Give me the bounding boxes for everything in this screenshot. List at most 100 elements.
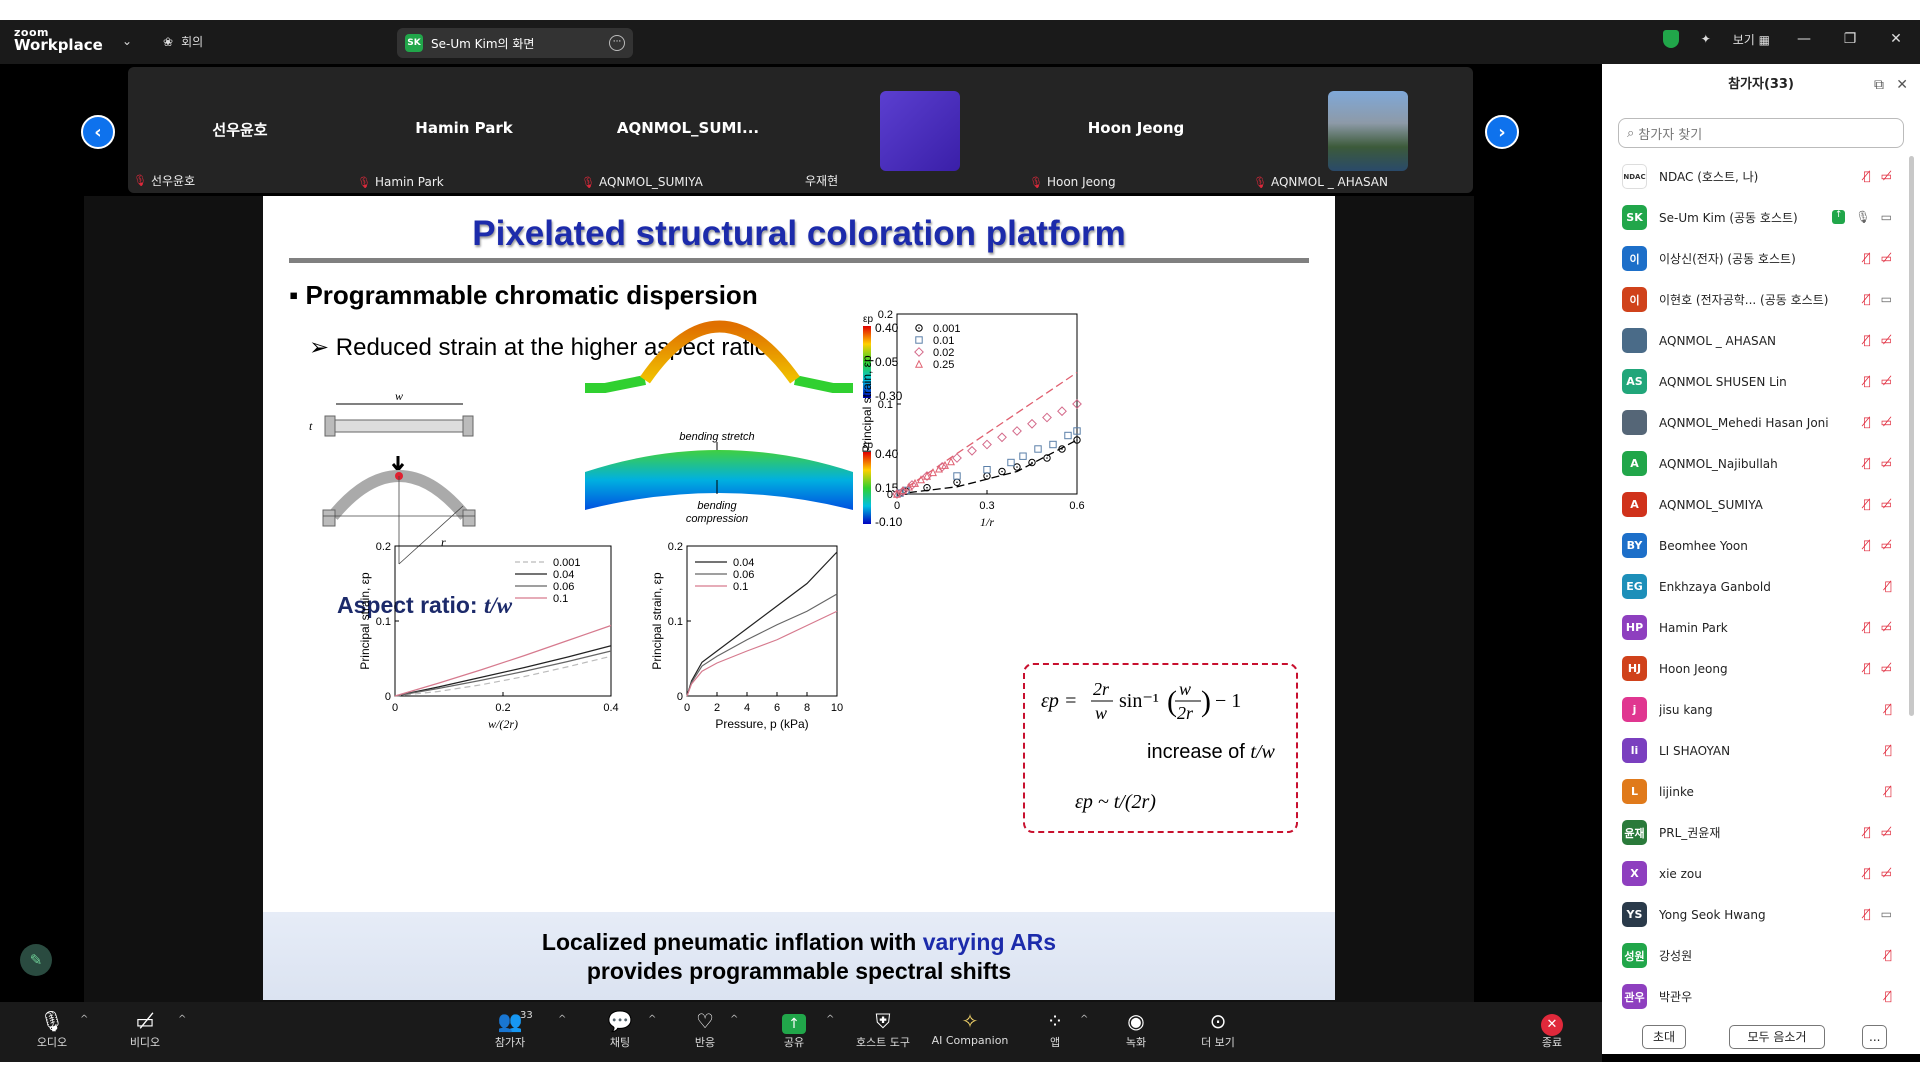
- video-tile[interactable]: Hoon Jeong 🎙 Hoon Jeong: [1024, 67, 1248, 193]
- data-point: [1019, 452, 1027, 460]
- zoom-logo[interactable]: zoom Workplace: [14, 27, 103, 53]
- participants-options-caret[interactable]: ^: [558, 1014, 567, 1025]
- participant-row[interactable]: li LI SHAOYAN 🎙̸: [1602, 730, 1902, 771]
- participant-row[interactable]: 윤재 PRL_권윤재 🎙̸ ▭̸: [1602, 812, 1902, 853]
- participant-row[interactable]: A AQNMOL_Najibullah 🎙̸ ▭̸: [1602, 443, 1902, 484]
- y-tick-label: 0.1: [878, 399, 893, 411]
- meeting-menu[interactable]: ❀ 회의: [163, 33, 203, 50]
- participant-row[interactable]: YS Yong Seok Hwang 🎙̸ ▭: [1602, 894, 1902, 935]
- close-icon[interactable]: ✕: [1890, 31, 1902, 47]
- share-options-caret[interactable]: ^: [826, 1014, 835, 1025]
- participant-status-icons: 🎙̸ ▭: [1863, 907, 1892, 921]
- participant-list: NDAC NDAC (호스트, 나) 🎙̸ ▭̸ SK Se-Um Kim (공동 호스트…: [1602, 156, 1902, 1017]
- eq-lhs: εp =: [1041, 690, 1077, 712]
- participant-row[interactable]: j jisu kang 🎙̸: [1602, 689, 1902, 730]
- participant-row[interactable]: 관우 박관우 🎙̸: [1602, 976, 1902, 1017]
- x-tick-label: 0: [684, 702, 690, 714]
- video-tile[interactable]: Hamin Park 🎙 Hamin Park: [352, 67, 576, 193]
- x-tick-label: 0.3: [979, 500, 994, 512]
- participant-row[interactable]: A AQNMOL_SUMIYA 🎙̸ ▭̸: [1602, 484, 1902, 525]
- participant-row[interactable]: BY Beomhee Yoon 🎙̸ ▭̸: [1602, 525, 1902, 566]
- apps-button[interactable]: ⁘ 앱: [1015, 1008, 1095, 1050]
- chevron-down-icon[interactable]: ⌄: [122, 34, 133, 48]
- gallery-prev-button[interactable]: ‹: [81, 115, 115, 149]
- audio-button[interactable]: 🎙 오디오: [12, 1008, 92, 1050]
- caption-line-1: Localized pneumatic inflation with varyi…: [263, 928, 1335, 957]
- participant-status-icons: 🎙̸ ▭̸: [1863, 825, 1892, 839]
- video-tile[interactable]: 우재현: [800, 67, 1024, 193]
- chat-button[interactable]: 💬 채팅: [580, 1008, 660, 1050]
- logo-small: zoom: [14, 26, 49, 39]
- participant-row[interactable]: NDAC NDAC (호스트, 나) 🎙̸ ▭̸: [1602, 156, 1902, 197]
- legend-marker: [914, 347, 924, 357]
- participant-row[interactable]: SK Se-Um Kim (공동 호스트) ↑ 🎙 ▭: [1602, 197, 1902, 238]
- host-tools-button[interactable]: ⛨ 호스트 도구: [843, 1008, 923, 1050]
- video-button[interactable]: ▭̸ 비디오: [105, 1008, 185, 1050]
- more-button[interactable]: ⊙ 더 보기: [1178, 1008, 1258, 1050]
- minimize-icon[interactable]: —: [1797, 31, 1811, 47]
- close-panel-icon[interactable]: ✕: [1896, 77, 1908, 93]
- participant-name: xie zou: [1659, 866, 1702, 881]
- panel-scrollbar[interactable]: [1909, 156, 1914, 716]
- video-tile[interactable]: 선우윤호 🎙 선우윤호: [128, 67, 352, 193]
- participants-button[interactable]: 👥 33 참가자: [470, 1008, 550, 1050]
- data-point: [922, 471, 932, 480]
- annotate-pencil-button[interactable]: ✎: [20, 944, 52, 976]
- view-menu[interactable]: 보기 ▦: [1732, 32, 1770, 47]
- ai-companion-button[interactable]: ✧ AI Companion: [928, 1008, 1012, 1047]
- participant-row[interactable]: HP Hamin Park 🎙̸ ▭̸: [1602, 607, 1902, 648]
- data-point-dot: [926, 486, 928, 489]
- shared-slide: Pixelated structural coloration platform…: [263, 196, 1335, 1000]
- tile-label: 🎙 AQNMOL_SUMIYA: [581, 175, 703, 189]
- react-options-caret[interactable]: ^: [730, 1014, 739, 1025]
- ai-label: AI Companion: [931, 1034, 1009, 1047]
- x-tick-label: 0.6: [1069, 500, 1084, 512]
- avatar: X: [1622, 861, 1647, 886]
- x-tick-label: 2: [714, 702, 720, 714]
- record-button[interactable]: ◉ 녹화: [1096, 1008, 1176, 1050]
- popout-icon[interactable]: ⧉: [1874, 77, 1884, 93]
- meeting-toolbar: 🎙 오디오 ^ ▭̸ 비디오 ^ 👥 33 참가자 ^ 💬 채팅 ^ ♡ 반응 ^ ↑ 공유 …: [0, 1002, 1602, 1062]
- more-icon[interactable]: ···: [609, 35, 625, 51]
- shield-icon[interactable]: [1662, 30, 1679, 48]
- participant-row[interactable]: AS AQNMOL SHUSEN Lin 🎙̸ ▭̸: [1602, 361, 1902, 402]
- gallery-next-button[interactable]: ›: [1485, 115, 1519, 149]
- participant-row[interactable]: 성원 강성원 🎙̸: [1602, 935, 1902, 976]
- series-line: [686, 610, 838, 697]
- y-tick-label: 0: [887, 489, 893, 501]
- data-point-dot: [1001, 470, 1003, 473]
- chat-options-caret[interactable]: ^: [648, 1014, 657, 1025]
- end-meeting-button[interactable]: ✕ 종료: [1512, 1008, 1592, 1050]
- chevron-right-icon: ›: [1498, 121, 1506, 143]
- sparkle-icon[interactable]: ✦: [1700, 32, 1711, 46]
- participant-row[interactable]: 이 이현호 (전자공학... (공동 호스트) 🎙̸ ▭: [1602, 279, 1902, 320]
- tile-label: 🎙 Hoon Jeong: [1029, 175, 1116, 189]
- apps-options-caret[interactable]: ^: [1080, 1014, 1089, 1025]
- mute-all-button[interactable]: 모두 음소거: [1729, 1025, 1825, 1049]
- mic-muted-icon: 🎙̸: [1863, 374, 1871, 388]
- participant-name: Hamin Park: [1659, 620, 1728, 635]
- video-options-caret[interactable]: ^: [178, 1014, 187, 1025]
- participant-row[interactable]: 이 이상신(전자) (공동 호스트) 🎙̸ ▭̸: [1602, 238, 1902, 279]
- restore-icon[interactable]: ❐: [1843, 31, 1857, 47]
- participant-row[interactable]: AQNMOL_Mehedi Hasan Joni 🎙̸ ▭̸: [1602, 402, 1902, 443]
- participant-row[interactable]: EG Enkhzaya Ganbold 🎙̸: [1602, 566, 1902, 607]
- audio-options-caret[interactable]: ^: [80, 1014, 89, 1025]
- title-bar-right: ✦ 보기 ▦ — ❐ ✕: [1662, 30, 1908, 48]
- video-tile[interactable]: AQNMOL_SUMI... 🎙 AQNMOL_SUMIYA: [576, 67, 800, 193]
- data-point: [1064, 431, 1072, 440]
- arch-schematic: w t r: [309, 389, 476, 565]
- panel-more-button[interactable]: ...: [1862, 1025, 1888, 1049]
- react-button[interactable]: ♡ 반응: [665, 1008, 745, 1050]
- participant-row[interactable]: HJ Hoon Jeong 🎙̸ ▭̸: [1602, 648, 1902, 689]
- invite-button[interactable]: 초대: [1642, 1025, 1687, 1049]
- screen-share-pill[interactable]: SK Se-Um Kim의 화면 ···: [397, 28, 633, 58]
- participant-row[interactable]: AQNMOL _ AHASAN 🎙̸ ▭̸: [1602, 320, 1902, 361]
- legend-marker-dot: [918, 327, 920, 329]
- share-button[interactable]: ↑ 공유: [754, 1008, 834, 1050]
- video-tile[interactable]: 🎙 AQNMOL _ AHASAN: [1248, 67, 1472, 193]
- participant-search-input[interactable]: ⌕ 참가자 찾기: [1618, 118, 1904, 148]
